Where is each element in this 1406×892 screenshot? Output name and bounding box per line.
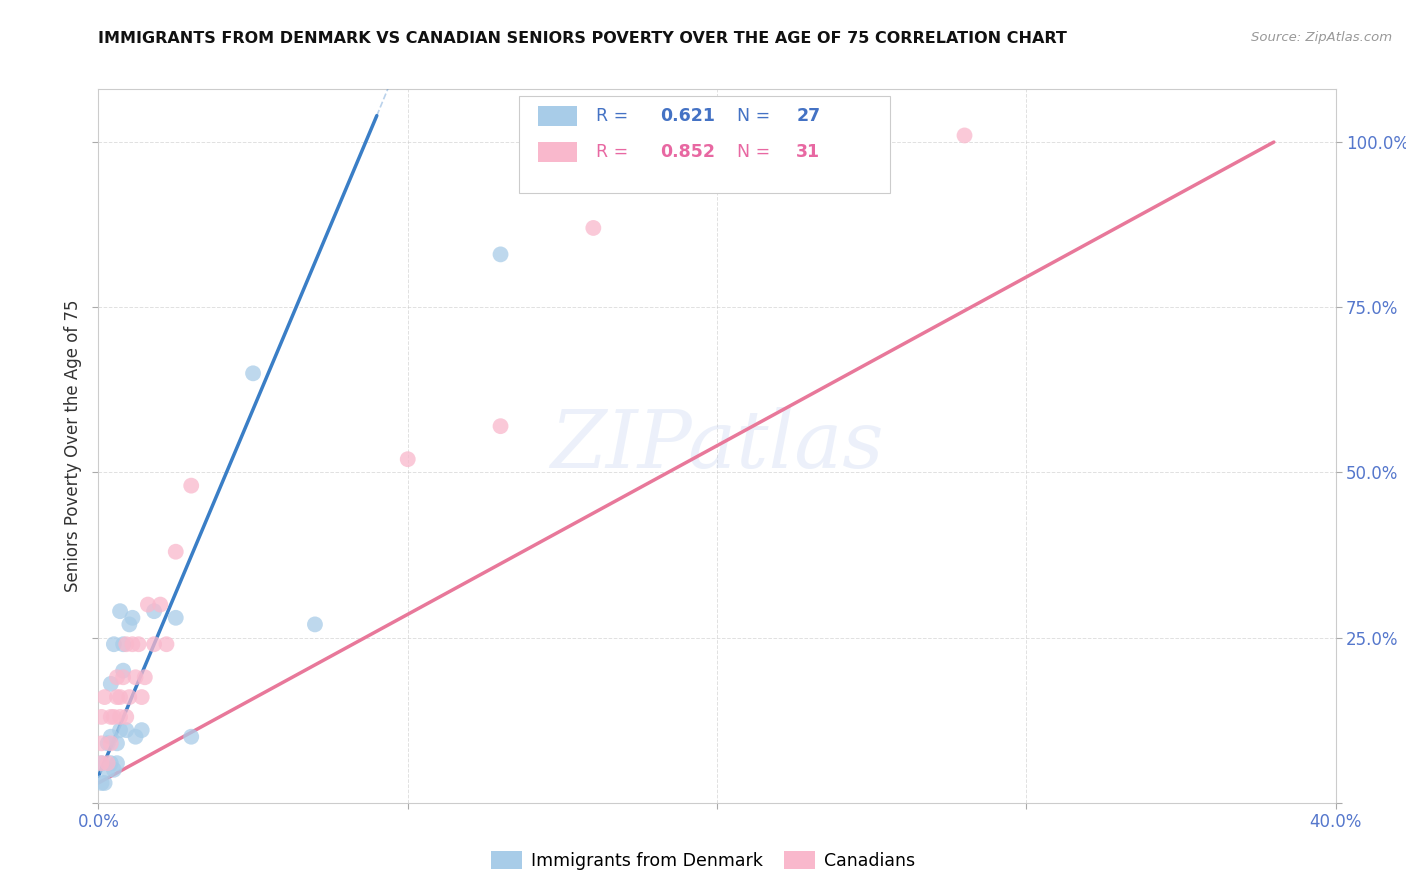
Point — [100, 710, 122, 724]
FancyBboxPatch shape — [519, 96, 890, 193]
Point — [112, 637, 135, 651]
Point — [105, 736, 128, 750]
Point — [100, 736, 122, 750]
Point — [97, 736, 120, 750]
Text: N =: N = — [737, 143, 776, 161]
Point — [93, 776, 115, 790]
Point — [108, 690, 131, 704]
Point — [124, 670, 146, 684]
Point — [489, 419, 512, 434]
Point — [582, 221, 605, 235]
Legend: Immigrants from Denmark, Canadians: Immigrants from Denmark, Canadians — [482, 843, 924, 879]
Point — [143, 637, 166, 651]
Point — [90, 756, 112, 771]
Point — [134, 670, 156, 684]
Point — [115, 710, 138, 724]
Point — [100, 730, 122, 744]
Text: IMMIGRANTS FROM DENMARK VS CANADIAN SENIORS POVERTY OVER THE AGE OF 75 CORRELATI: IMMIGRANTS FROM DENMARK VS CANADIAN SENI… — [98, 31, 1067, 46]
Point — [108, 710, 131, 724]
Text: ZIPatlas: ZIPatlas — [550, 408, 884, 484]
Point — [131, 690, 153, 704]
Point — [131, 723, 153, 738]
Text: Source: ZipAtlas.com: Source: ZipAtlas.com — [1251, 31, 1392, 45]
Point — [97, 756, 120, 771]
Point — [136, 598, 159, 612]
Point — [105, 670, 128, 684]
Point — [108, 604, 131, 618]
Point — [180, 730, 202, 744]
Point — [953, 128, 976, 143]
Y-axis label: Seniors Poverty Over the Age of 75: Seniors Poverty Over the Age of 75 — [63, 300, 82, 592]
Point — [90, 776, 112, 790]
Text: 0.852: 0.852 — [661, 143, 716, 161]
Point — [93, 690, 115, 704]
Point — [112, 670, 135, 684]
Point — [180, 478, 202, 492]
Point — [304, 617, 326, 632]
Point — [115, 637, 138, 651]
Point — [90, 710, 112, 724]
Point — [100, 756, 122, 771]
Point — [112, 664, 135, 678]
Point — [155, 637, 177, 651]
Point — [105, 690, 128, 704]
Point — [103, 710, 125, 724]
Point — [100, 677, 122, 691]
Point — [165, 611, 187, 625]
Point — [124, 730, 146, 744]
Point — [149, 598, 172, 612]
Text: 0.621: 0.621 — [661, 107, 716, 125]
Text: R =: R = — [596, 143, 634, 161]
Point — [90, 736, 112, 750]
Point — [242, 367, 264, 381]
Point — [97, 763, 120, 777]
Point — [90, 756, 112, 771]
Point — [121, 611, 143, 625]
Point — [121, 637, 143, 651]
FancyBboxPatch shape — [537, 106, 578, 127]
Point — [103, 637, 125, 651]
Point — [118, 690, 141, 704]
Point — [115, 723, 138, 738]
Point — [108, 723, 131, 738]
Point — [105, 756, 128, 771]
Text: N =: N = — [737, 107, 776, 125]
Text: 27: 27 — [796, 107, 820, 125]
FancyBboxPatch shape — [537, 142, 578, 162]
Point — [143, 604, 166, 618]
Point — [489, 247, 512, 261]
Text: R =: R = — [596, 107, 634, 125]
Point — [103, 763, 125, 777]
Text: 31: 31 — [796, 143, 820, 161]
Point — [165, 545, 187, 559]
Point — [128, 637, 150, 651]
Point — [396, 452, 419, 467]
Point — [118, 617, 141, 632]
